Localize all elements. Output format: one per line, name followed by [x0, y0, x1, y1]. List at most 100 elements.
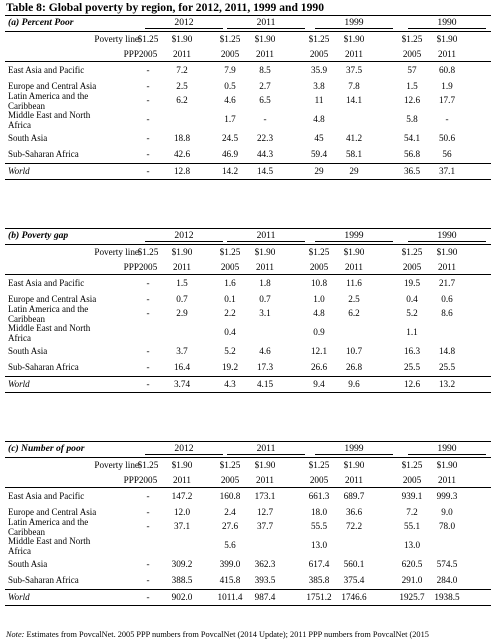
table-row: Middle East and North Africa 0.4 0.9 1.1	[5, 323, 491, 343]
ppp-row-cell: 2005	[138, 475, 158, 485]
table-note: Note: Estimates from PovcalNet. 2005 PPP…	[6, 630, 429, 639]
poverty-line-row-label: Poverty line	[94, 247, 139, 257]
value-cell: 16.3	[403, 346, 421, 356]
year-header: 1990	[408, 443, 486, 455]
value-cell: 574.5	[436, 559, 458, 569]
region-name-line: Caribbean	[8, 314, 45, 324]
table-row: Europe and Central Asia - 2.5 0.5 2.7 3.8 7.8 1…	[5, 77, 491, 91]
value-cell: 11.6	[346, 278, 362, 288]
table-row: East Asia and Pacific - 1.5 1.6 1.8 10.8 11.6 1…	[5, 275, 491, 290]
ppp-row-cell: 2011	[255, 475, 275, 485]
poverty-line-row-cell: $1.90	[254, 247, 276, 257]
world-value-cell: 9.6	[348, 379, 360, 389]
ppp-row-cell: 2011	[344, 262, 364, 272]
year-header: 2011	[227, 230, 305, 242]
value-cell: -	[146, 294, 150, 304]
region-name-line: Latin America and the	[8, 517, 89, 527]
poverty-line-row-label: Poverty line	[94, 34, 139, 44]
table-row: Europe and Central Asia - 0.7 0.1 0.7 1.0 2.5 0…	[5, 290, 491, 304]
value-cell: 26.6	[310, 362, 328, 372]
region-name-line: Middle East and North	[8, 323, 91, 333]
value-cell: 7.2	[406, 507, 418, 517]
poverty-line-row-cell: $1.90	[254, 34, 276, 44]
value-cell: 78.0	[438, 521, 456, 531]
region-name: Europe and Central Asia	[8, 81, 96, 91]
region-name-line: Latin America and the	[8, 91, 89, 101]
year-header: 2012	[145, 17, 223, 29]
region-name-line: Middle East and North	[8, 536, 91, 546]
value-cell: 56.8	[403, 149, 421, 159]
value-cell: 17.7	[438, 95, 456, 105]
region-name: Latin America and the Caribbean	[8, 304, 88, 324]
value-cell: 24.5	[221, 133, 239, 143]
region-name-line: South Asia	[8, 559, 48, 569]
world-value-cell: 37.1	[438, 166, 456, 176]
ppp-row-cell: 2011	[172, 475, 192, 485]
value-cell: 3.7	[176, 346, 188, 356]
world-row: World - 12.8 14.2 14.5 29 29 36.5 37.1	[5, 163, 491, 179]
region-name: Sub-Saharan Africa	[8, 575, 79, 585]
ppp-row-cell: 2011	[255, 49, 275, 59]
world-value-cell: 9.4	[313, 379, 325, 389]
value-cell: 1.6	[224, 278, 236, 288]
world-value-cell: -	[146, 592, 150, 602]
value-cell: 399.0	[219, 559, 241, 569]
region-name: Europe and Central Asia	[8, 507, 96, 517]
value-cell: 26.8	[345, 362, 363, 372]
value-cell: -	[146, 575, 150, 585]
value-cell: 7.2	[176, 65, 188, 75]
region-name: Middle East and North Africa	[8, 110, 90, 130]
value-cell: 147.2	[171, 491, 193, 501]
poverty-line-row-cell: $1.90	[254, 460, 276, 470]
value-cell: 375.4	[343, 575, 365, 585]
value-cell: 0.4	[224, 327, 236, 337]
region-name: East Asia and Pacific	[8, 65, 84, 75]
region-name: Latin America and the Caribbean	[8, 91, 88, 111]
poverty-line-row-cell: $1.25	[308, 34, 330, 44]
poverty-line-row-cell: $1.90	[436, 34, 458, 44]
table-row: South Asia - 309.2 399.0 362.3 617.4 560.1 620.…	[5, 555, 491, 573]
value-cell: 415.8	[219, 575, 241, 585]
ppp-row-cell: 2005	[220, 475, 240, 485]
poverty-line-row-cell: $1.90	[171, 247, 193, 257]
region-name: Sub-Saharan Africa	[8, 149, 79, 159]
region-name: East Asia and Pacific	[8, 278, 84, 288]
region-name: Europe and Central Asia	[8, 294, 96, 304]
value-cell: 35.9	[310, 65, 328, 75]
year-header: 2011	[227, 443, 305, 455]
section-label: (c) Number of poor	[8, 443, 85, 454]
value-cell: 6.5	[259, 95, 271, 105]
world-value-cell: 12.6	[403, 379, 421, 389]
table-row: Latin America and the Caribbean - 2.9 2.2 3.1…	[5, 304, 491, 324]
value-cell: 5.2	[224, 346, 236, 356]
world-value-cell: 4.15	[256, 379, 274, 389]
value-cell: 9.0	[441, 507, 453, 517]
value-cell: 14.1	[345, 95, 363, 105]
value-cell: 36.6	[345, 507, 363, 517]
value-cell: 2.7	[259, 81, 271, 91]
table-section: (a) Percent Poor 2012 2011 1999 1990 Poverty …	[5, 15, 491, 180]
value-cell: 10.7	[345, 346, 363, 356]
region-name-line: East Asia and Pacific	[8, 65, 85, 75]
poverty-line-row: Poverty line $1.25 $1.90 $1.25 $1.90 $1.25 $1.…	[5, 32, 491, 47]
poverty-line-row-cell: $1.90	[343, 460, 365, 470]
value-cell: 0.5	[224, 81, 236, 91]
world-value-cell: 1938.5	[434, 592, 460, 602]
poverty-line-row-cell: $1.90	[171, 34, 193, 44]
table-row: South Asia - 18.8 24.5 22.3 45 41.2 54.1 50.6	[5, 129, 491, 147]
value-cell: 17.3	[256, 362, 274, 372]
poverty-line-row-cell: $1.25	[401, 34, 423, 44]
value-cell: 620.5	[401, 559, 423, 569]
value-cell: 50.6	[438, 133, 456, 143]
year-header: 2012	[145, 443, 223, 455]
value-cell: 560.1	[343, 559, 365, 569]
value-cell: 5.8	[406, 114, 418, 124]
poverty-line-row-cell: $1.25	[137, 247, 159, 257]
table-section: (b) Poverty gap 2012 2011 1999 1990 Poverty l…	[5, 228, 491, 393]
ppp-row: PPP 2005 2011 2005 2011 2005 2011 2005 2011	[5, 260, 491, 275]
value-cell: 12.0	[173, 507, 191, 517]
value-cell: -	[146, 149, 150, 159]
value-cell: 0.7	[176, 294, 188, 304]
value-cell: 12.1	[310, 346, 328, 356]
value-cell: 55.5	[310, 521, 328, 531]
